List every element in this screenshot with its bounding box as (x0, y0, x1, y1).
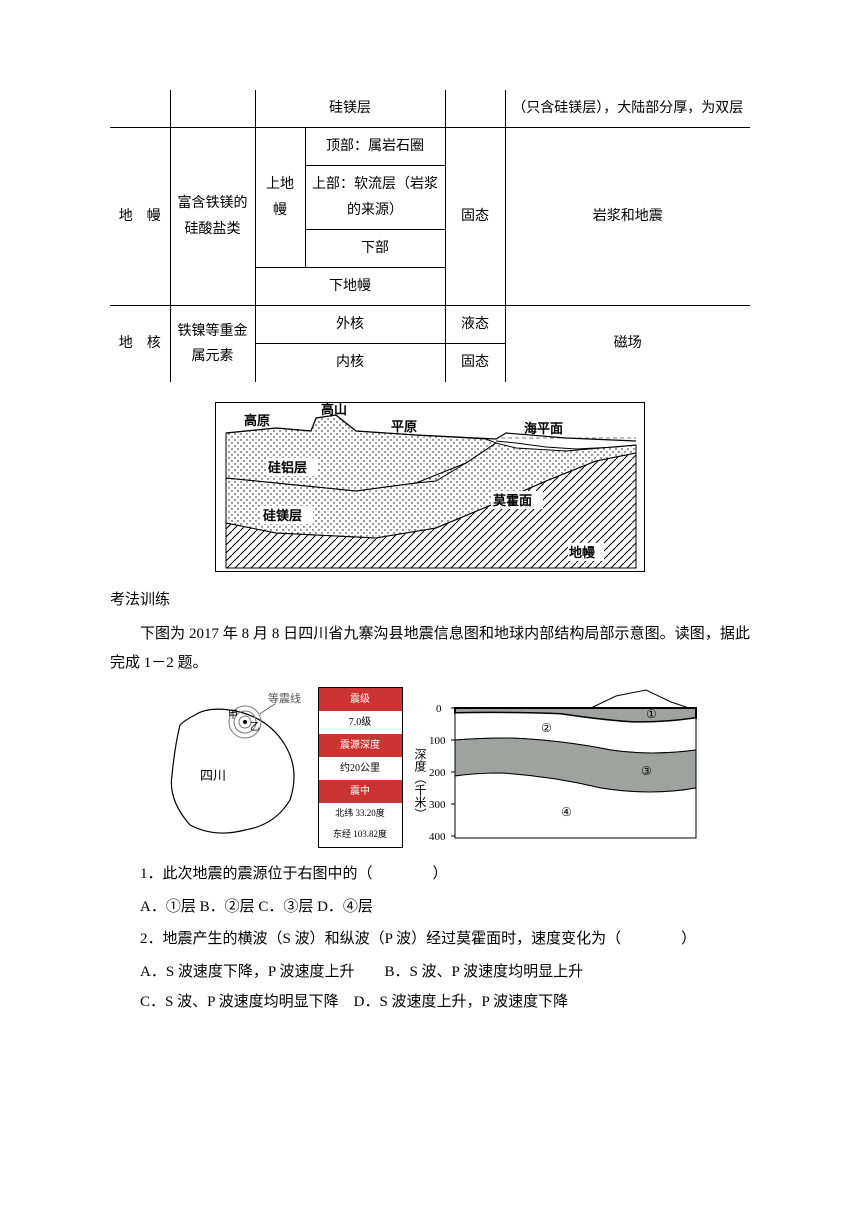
svg-text:400: 400 (429, 831, 446, 843)
crust-cross-section: 高原 高山 平原 海平面 硅铝层 硅镁层 莫霍面 地幔 (215, 402, 645, 572)
q2-stem: 2．地震产生的横波（S 波）和纵波（P 波）经过莫霍面时，速度变化为（ ） (110, 925, 750, 954)
cell-upper-mantle: 上地幔 (255, 128, 305, 268)
cell-crust-note: （只含硅镁层），大陆部分厚，为双层 (505, 90, 750, 128)
info-epicenter-header: 震中 (319, 780, 402, 803)
info-lat-value: 北纬 33.20度 (319, 803, 402, 824)
empty-cell (170, 90, 255, 128)
intro-text: 下图为 2017 年 8 月 8 日四川省九寨沟县地震信息图和地球内部结构局部示… (110, 620, 750, 677)
cell-lithosphere: 顶部：属岩石圈 (305, 128, 445, 166)
depth-axis-label: 深度（千米） (413, 747, 427, 819)
label-mantle: 地幔 (569, 545, 596, 560)
cell-core-label: 地 核 (110, 306, 170, 382)
info-magnitude-value: 7.0级 (319, 711, 402, 734)
empty-cell (445, 90, 505, 128)
layer-2: ② (541, 721, 552, 735)
svg-text:0: 0 (436, 703, 442, 715)
cell-mantle-state: 固态 (445, 128, 505, 306)
crust-diagram-container: 高原 高山 平原 海平面 硅铝层 硅镁层 莫霍面 地幔 (110, 402, 750, 572)
cell-lower-upper: 下部 (305, 229, 445, 267)
q2-options-a: A．S 波速度下降，P 波速度上升 B．S 波、P 波速度均明显上升 (110, 958, 750, 987)
cell-outer-state: 液态 (445, 306, 505, 344)
cell-core-field: 磁场 (505, 306, 750, 382)
marker-b: 乙 (250, 721, 260, 733)
label-sealevel: 海平面 (524, 421, 563, 436)
cell-mantle-source: 岩浆和地震 (505, 128, 750, 306)
svg-text:300: 300 (429, 799, 446, 811)
layer-1: ① (646, 707, 657, 721)
info-lon-value: 东经 103.82度 (319, 824, 402, 847)
cell-mantle-label: 地 幔 (110, 128, 170, 306)
cell-inner-state: 固态 (445, 344, 505, 382)
cell-lower-mantle: 下地幔 (255, 267, 445, 305)
info-depth-value: 约20公里 (319, 757, 402, 780)
info-depth-header: 震源深度 (319, 734, 402, 757)
q1-options: A．①层 B．②层 C．③层 D．④层 (110, 893, 750, 922)
q1-stem: 1．此次地震的震源位于右图中的（ ） (110, 860, 750, 889)
depth-structure-chart: 深度（千米） 0 100 200 300 400 (411, 688, 701, 848)
marker-a: 甲 (228, 710, 238, 721)
label-mountain: 高山 (321, 403, 347, 417)
earthquake-info-box: 震级 7.0级 震源深度 约20公里 震中 北纬 33.20度 东经 103.8… (318, 687, 403, 848)
sichuan-map: 四川 甲 乙 等震线 (160, 690, 310, 845)
empty-cell (110, 90, 170, 128)
cell-inner-core: 内核 (255, 344, 445, 382)
label-sial: 硅铝层 (268, 460, 307, 475)
cell-asthenosphere: 上部：软流层（岩浆的来源） (305, 166, 445, 229)
svg-text:200: 200 (429, 767, 446, 779)
province-label: 四川 (200, 768, 226, 783)
layer-4: ④ (561, 805, 572, 819)
layer-3: ③ (641, 764, 652, 778)
q2-options-b: C．S 波、P 波速度均明显下降 D．S 波速度上升，P 波速度下降 (110, 988, 750, 1017)
question-figures: 四川 甲 乙 等震线 震级 7.0级 震源深度 约20公里 震中 北纬 33.2… (110, 687, 750, 848)
training-heading: 考法训练 (110, 586, 750, 615)
label-moho: 莫霍面 (492, 493, 532, 508)
cell-mantle-comp: 富含铁镁的硅酸盐类 (170, 128, 255, 306)
cell-core-comp: 铁镍等重金属元素 (170, 306, 255, 382)
label-plain: 平原 (391, 419, 417, 434)
earth-layers-table: 硅镁层 （只含硅镁层），大陆部分厚，为双层 地 幔 富含铁镁的硅酸盐类 上地幔 … (110, 90, 750, 382)
cell-outer-core: 外核 (255, 306, 445, 344)
svg-text:100: 100 (429, 735, 446, 747)
label-plateau: 高原 (244, 413, 270, 428)
iso-label: 等震线 (268, 691, 301, 705)
label-sima: 硅镁层 (263, 508, 302, 523)
cell-sima: 硅镁层 (255, 90, 445, 128)
info-magnitude-header: 震级 (319, 688, 402, 711)
